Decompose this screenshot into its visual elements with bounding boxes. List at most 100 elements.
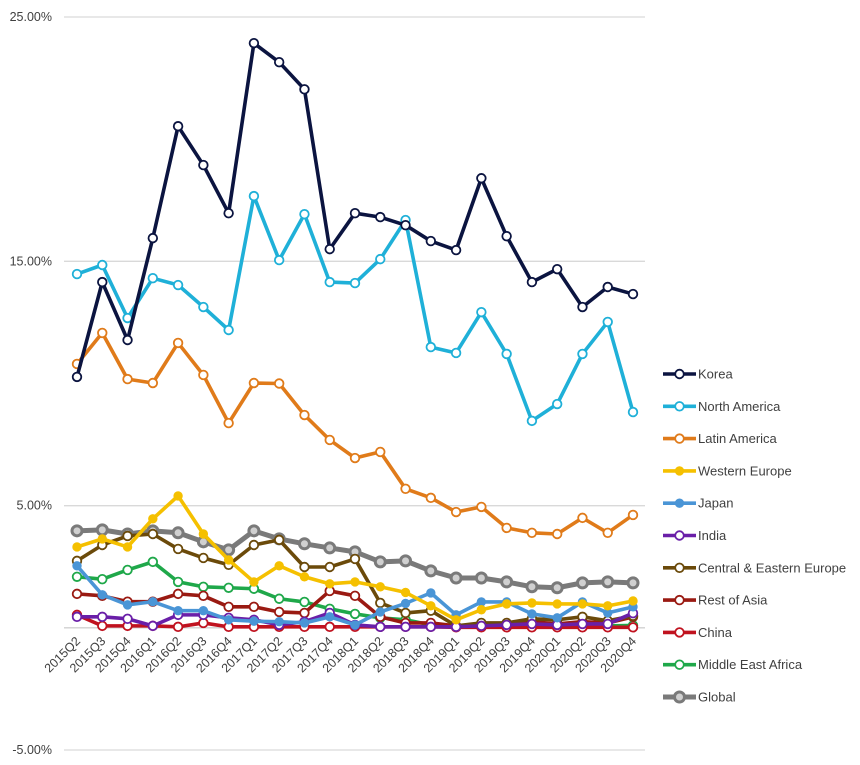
data-point bbox=[324, 434, 335, 446]
data-point bbox=[70, 524, 84, 538]
data-point bbox=[349, 277, 361, 289]
data-point bbox=[450, 244, 462, 256]
data-point bbox=[122, 564, 133, 576]
data-point bbox=[375, 582, 385, 592]
data-point bbox=[324, 243, 335, 255]
data-point bbox=[273, 57, 285, 68]
data-point bbox=[373, 555, 387, 569]
data-point bbox=[603, 601, 613, 611]
data-point bbox=[172, 121, 184, 132]
legend-label: Korea bbox=[698, 367, 733, 382]
data-point bbox=[299, 561, 310, 573]
data-point bbox=[172, 337, 184, 349]
data-point bbox=[198, 606, 209, 616]
y-tick-label: 5.00% bbox=[17, 499, 52, 513]
legend-marker-icon bbox=[674, 627, 685, 638]
data-point bbox=[551, 528, 563, 540]
data-point bbox=[375, 253, 386, 265]
legend-label: Western Europe bbox=[698, 463, 792, 478]
data-point bbox=[148, 596, 158, 607]
data-point bbox=[476, 597, 487, 607]
data-point bbox=[147, 556, 159, 568]
data-point bbox=[274, 561, 284, 571]
data-point bbox=[450, 506, 462, 518]
data-point bbox=[400, 598, 411, 609]
data-point bbox=[349, 452, 361, 464]
data-point bbox=[223, 582, 234, 593]
data-point bbox=[476, 306, 487, 318]
data-point bbox=[550, 581, 564, 595]
legend-marker-icon bbox=[674, 498, 685, 508]
legend-marker-icon bbox=[674, 594, 685, 606]
legend-item-global: Global bbox=[663, 690, 736, 705]
legend-label: North America bbox=[698, 399, 781, 414]
data-point bbox=[424, 564, 438, 578]
series-korea bbox=[71, 37, 639, 383]
data-point bbox=[299, 208, 310, 220]
data-point bbox=[375, 621, 386, 633]
data-point bbox=[325, 579, 335, 589]
data-point bbox=[299, 409, 310, 421]
data-point bbox=[172, 621, 184, 633]
legend-label: Global bbox=[698, 690, 736, 705]
data-point bbox=[425, 492, 437, 504]
data-point bbox=[147, 620, 159, 632]
data-point bbox=[324, 561, 335, 573]
data-point bbox=[249, 577, 259, 587]
legend-item-latin-america: Latin America bbox=[663, 431, 778, 446]
data-point bbox=[173, 606, 183, 616]
data-point bbox=[147, 528, 159, 540]
data-point bbox=[147, 272, 159, 284]
legend-item-korea: Korea bbox=[663, 367, 733, 382]
data-point bbox=[602, 281, 613, 293]
data-point bbox=[274, 617, 284, 627]
legend-marker-icon bbox=[674, 401, 685, 412]
data-point bbox=[122, 530, 133, 542]
data-point bbox=[400, 219, 411, 231]
data-point bbox=[526, 276, 538, 288]
data-point bbox=[626, 576, 640, 590]
data-point bbox=[577, 512, 588, 524]
data-point bbox=[147, 377, 159, 389]
data-point bbox=[349, 553, 361, 565]
data-point bbox=[223, 601, 234, 613]
data-point bbox=[601, 575, 615, 589]
data-point bbox=[400, 621, 411, 633]
data-point bbox=[375, 597, 386, 609]
series-central-and-eastern-europe bbox=[71, 528, 639, 632]
data-point bbox=[273, 593, 285, 604]
data-point bbox=[97, 259, 108, 271]
legend-item-japan: Japan bbox=[663, 496, 733, 511]
data-point bbox=[552, 599, 562, 609]
data-point bbox=[299, 607, 310, 619]
data-point bbox=[324, 276, 335, 288]
data-point bbox=[299, 84, 310, 95]
data-point bbox=[527, 609, 537, 619]
x-axis-labels: 2015Q22015Q32015Q42016Q12016Q22016Q32016… bbox=[42, 634, 639, 675]
y-axis-labels: 25.00% 15.00% 5.00% -5.00% bbox=[10, 10, 52, 757]
data-point bbox=[198, 369, 209, 381]
data-point bbox=[627, 406, 639, 418]
data-point bbox=[551, 263, 563, 275]
data-point bbox=[122, 600, 133, 610]
data-point bbox=[426, 588, 436, 598]
data-point bbox=[97, 590, 107, 600]
legend-item-north-america: North America bbox=[663, 399, 781, 414]
data-point bbox=[71, 588, 83, 600]
series-lines bbox=[70, 37, 640, 633]
y-tick-label: 25.00% bbox=[10, 10, 52, 24]
series-western-europe bbox=[72, 491, 638, 625]
y-tick-label: 15.00% bbox=[10, 254, 52, 268]
data-point bbox=[500, 575, 514, 589]
data-point bbox=[450, 347, 462, 359]
data-point bbox=[248, 377, 260, 389]
data-point bbox=[248, 37, 260, 49]
data-point bbox=[501, 599, 512, 609]
data-point bbox=[273, 378, 285, 389]
data-point bbox=[425, 235, 437, 247]
data-point bbox=[122, 613, 133, 624]
data-point bbox=[223, 324, 234, 336]
data-point bbox=[299, 618, 310, 628]
data-point bbox=[248, 601, 260, 613]
